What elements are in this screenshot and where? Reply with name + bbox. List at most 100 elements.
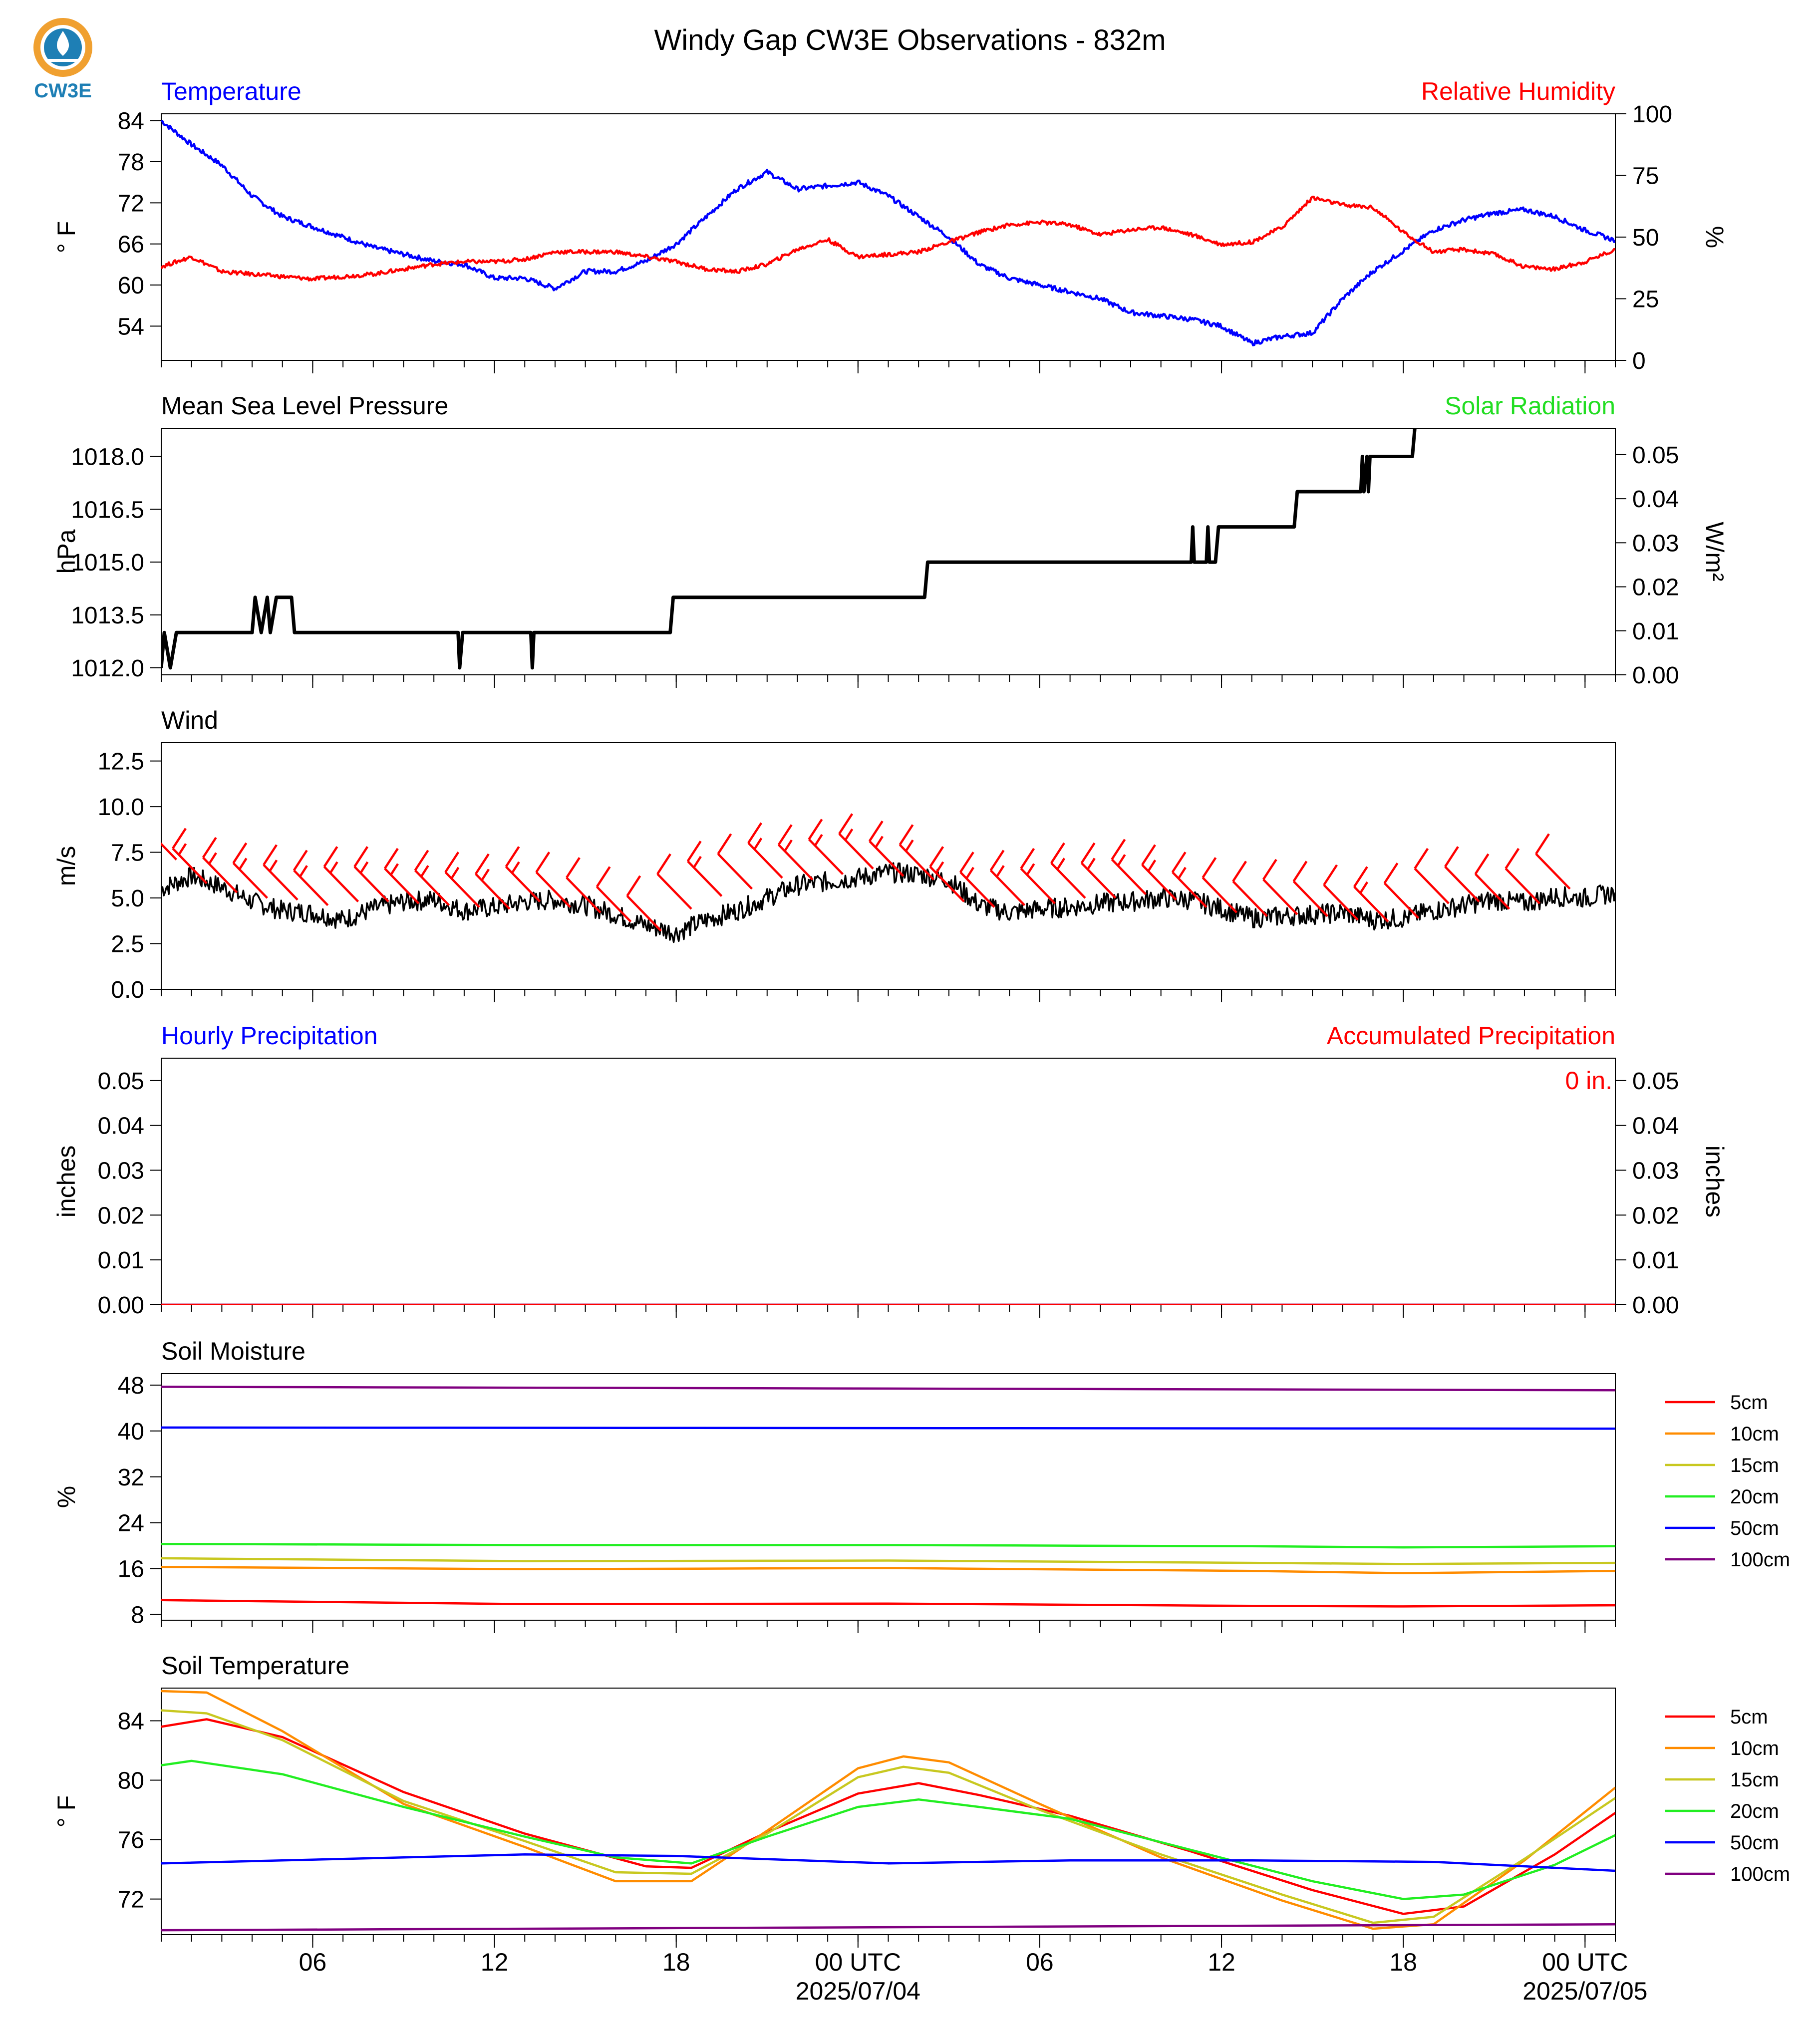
wind-barb bbox=[1414, 848, 1450, 904]
x-tick-label: 12 bbox=[1208, 1948, 1235, 1976]
wind-barb bbox=[777, 824, 814, 881]
y-axis-label-left: inches bbox=[52, 1146, 80, 1218]
legend-label: 20cm bbox=[1730, 1800, 1779, 1822]
wind-barb bbox=[1444, 846, 1480, 902]
wind-barb-staff bbox=[566, 876, 602, 913]
wind-barb-half-flag bbox=[1359, 881, 1368, 894]
wind-barb bbox=[899, 824, 935, 881]
y-tick-label-left: 0.04 bbox=[98, 1113, 144, 1140]
y-tick-label-left: 24 bbox=[118, 1510, 144, 1537]
wind-barb bbox=[1323, 864, 1359, 921]
panel-mslp: Mean Sea Level Pressure Solar Radiation 10… bbox=[52, 392, 1729, 689]
y-tick-label-left: 5.0 bbox=[111, 885, 144, 912]
wind-barb-half-flag bbox=[359, 861, 369, 874]
wind-barb-flag bbox=[475, 853, 490, 875]
wind-barb-flag bbox=[747, 822, 762, 844]
wind-barb-flag bbox=[535, 852, 551, 873]
wind-barb-flag bbox=[1171, 852, 1187, 873]
wind-barb bbox=[596, 866, 632, 923]
wind-barb-half-flag bbox=[390, 863, 399, 875]
x-tick-label: 18 bbox=[1389, 1948, 1417, 1976]
wind-barb-flag bbox=[899, 824, 914, 846]
y-tick-label-left: 76 bbox=[118, 1827, 144, 1854]
y-tick-label-right: 0.04 bbox=[1632, 486, 1679, 513]
legend-label: 100cm bbox=[1730, 1549, 1790, 1571]
wind-barb bbox=[1474, 853, 1511, 910]
wind-barb-half-flag bbox=[178, 843, 187, 856]
series-line-5cm bbox=[161, 1599, 1615, 1608]
series-group bbox=[161, 119, 1615, 346]
wind-barb-staff bbox=[1535, 853, 1571, 890]
wind-barb-flag bbox=[1050, 842, 1065, 864]
wind-barb bbox=[475, 853, 511, 910]
y-axis-label-left: ° F bbox=[52, 221, 80, 253]
legend-item: 50cm bbox=[1665, 1517, 1779, 1539]
wind-barb bbox=[1383, 863, 1420, 919]
wind-barb-flag bbox=[293, 850, 308, 871]
series-group bbox=[161, 1386, 1615, 1608]
wind-barb-flag bbox=[1353, 866, 1368, 887]
wind-barb-staff bbox=[1262, 878, 1298, 915]
wind-barb-half-flag bbox=[1117, 854, 1126, 867]
y-tick-label-right: 25 bbox=[1632, 287, 1659, 313]
wind-barb-staff bbox=[596, 886, 632, 923]
wind-barb bbox=[172, 828, 208, 884]
series-group bbox=[161, 428, 1417, 670]
panel-title-left: Wind bbox=[161, 706, 218, 734]
y-tick-label-left: 1015.0 bbox=[71, 550, 144, 576]
y-tick-label-right: 0.05 bbox=[1632, 1068, 1679, 1095]
wind-barb-flag bbox=[1141, 844, 1156, 866]
y-tick-label-left: 1016.5 bbox=[71, 497, 144, 523]
y-tick-label-left: 72 bbox=[118, 1887, 144, 1913]
wind-barb bbox=[1020, 848, 1056, 904]
wind-barb-staff bbox=[1474, 873, 1511, 910]
wind-barb-staff bbox=[1383, 882, 1420, 919]
wind-barb-flag bbox=[1020, 848, 1035, 869]
wind-barb-half-flag bbox=[905, 839, 914, 852]
wind-barb bbox=[505, 846, 541, 902]
panel-title-right: Solar Radiation bbox=[1445, 392, 1615, 420]
x-tick-date: 2025/07/04 bbox=[796, 1977, 920, 2005]
wind-barb bbox=[444, 852, 480, 908]
legend-item: 20cm bbox=[1665, 1800, 1779, 1822]
wind-barb bbox=[1535, 833, 1571, 890]
wind-barb-half-flag bbox=[238, 858, 248, 870]
y-tick-label-left: 12.5 bbox=[98, 749, 144, 775]
wind-barb-flag bbox=[717, 833, 732, 855]
panel-soil_temperature: Soil Temperature 72 76 80 84 ° F 5cm 10cm 15cm 20… bbox=[52, 1652, 1790, 1948]
wind-barb-flag bbox=[172, 828, 187, 849]
wind-barb-half-flag bbox=[208, 852, 217, 865]
wind-barb bbox=[626, 875, 662, 932]
wind-barb bbox=[1262, 859, 1298, 915]
wind-barb-staff bbox=[1323, 884, 1359, 921]
y-tick-label-right: 0.02 bbox=[1632, 575, 1679, 601]
wind-barb-half-flag bbox=[1026, 863, 1035, 875]
y-tick-label-left: 80 bbox=[118, 1768, 144, 1794]
wind-barb bbox=[535, 852, 571, 908]
legend-item: 100cm bbox=[1665, 1863, 1790, 1885]
wind-barb-flag bbox=[1444, 846, 1459, 868]
wind-barb-flag bbox=[444, 852, 460, 873]
wind-barb-staff bbox=[1202, 876, 1238, 913]
wind-barb-flag bbox=[686, 841, 702, 862]
panel-title-left: Soil Moisture bbox=[161, 1337, 305, 1365]
x-tick-date: 2025/07/05 bbox=[1522, 1977, 1647, 2005]
wind-barb-flag bbox=[808, 819, 823, 840]
wind-barb bbox=[989, 850, 1026, 906]
x-tick-label: 00 UTC bbox=[815, 1948, 901, 1976]
wind-barb bbox=[656, 853, 692, 910]
series-line-temperature bbox=[161, 119, 1615, 346]
legend-label: 100cm bbox=[1730, 1863, 1790, 1885]
wind-barb-flag bbox=[1474, 853, 1490, 875]
y-tick-label-right: 0.05 bbox=[1632, 442, 1679, 469]
wind-barb-staff bbox=[1505, 868, 1540, 904]
wind-barb bbox=[838, 813, 874, 870]
wind-barb-flag bbox=[505, 846, 520, 868]
wind-barb bbox=[263, 844, 299, 901]
y-tick-label-right: 0.02 bbox=[1632, 1202, 1679, 1229]
wind-barb bbox=[959, 852, 995, 908]
legend-label: 50cm bbox=[1730, 1832, 1779, 1854]
wind-barb bbox=[1292, 861, 1329, 917]
wind-barb bbox=[414, 850, 450, 906]
y-tick-label-left: 8 bbox=[131, 1602, 144, 1629]
